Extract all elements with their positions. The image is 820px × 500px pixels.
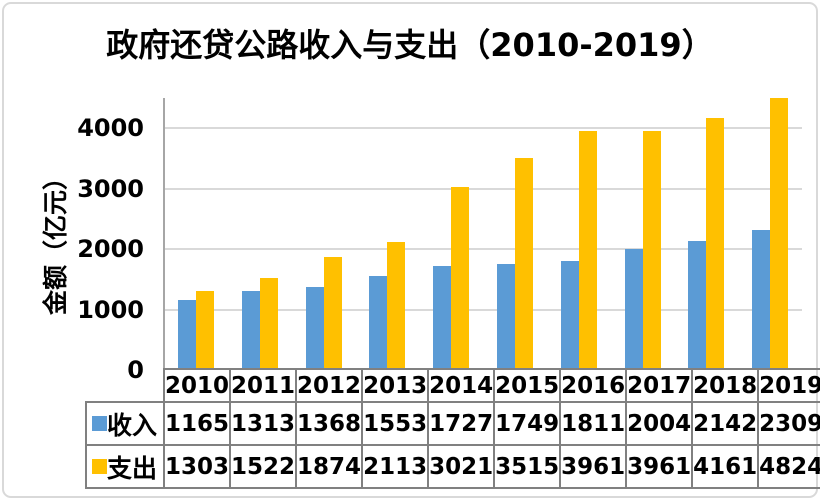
gridline-4000 [164,127,802,130]
bar-income-2014 [433,265,452,370]
bar-expense-2012 [323,256,342,370]
y-tick-label-0: 0 [127,356,144,384]
bar-expense-2010 [195,291,214,370]
y-tick-label-1000: 1000 [77,295,144,324]
legend-cell-expense: 支出 [84,444,166,489]
value-cell-income-2014: 1727 [427,401,496,446]
plot-area: 0 1000 2000 3000 4000 [4,4,816,496]
value-cell-income-2010: 1165 [163,401,232,446]
bar-income-2015 [496,264,515,370]
bar-expense-2015 [514,157,533,370]
gridline-1000 [164,308,802,311]
value-cell-expense-2019: 4824 [757,444,820,489]
value-cell-income-2012: 1368 [295,401,364,446]
value-cell-income-2013: 1553 [361,401,430,446]
value-cell-income-2017: 2004 [625,401,694,446]
year-cell-2016: 2016 [559,368,628,403]
year-cell-2015: 2015 [493,368,562,403]
legend-income: 收入 [92,406,157,442]
value-cell-expense-2011: 1522 [229,444,298,489]
year-cell-2010: 2010 [163,368,232,403]
value-cell-expense-2017: 3961 [625,444,694,489]
bar-income-2017 [624,248,643,370]
expense-legend-label: 支出 [107,453,158,483]
value-cell-expense-2015: 3515 [493,444,562,489]
bar-income-2016 [560,260,579,370]
expense-legend-swatch-icon [92,459,107,474]
table-corner-blank [86,369,164,402]
year-cell-2014: 2014 [427,368,496,403]
bar-income-2012 [305,287,324,370]
bar-income-2018 [688,240,707,370]
value-cell-expense-2018: 4161 [691,444,760,489]
income-legend-swatch-icon [92,416,107,431]
year-cell-2017: 2017 [625,368,694,403]
y-tick-label-4000: 4000 [77,114,144,143]
bar-expense-2017 [642,130,661,370]
income-legend-label: 收入 [107,410,158,440]
legend-expense: 支出 [92,449,157,485]
year-cell-2013: 2013 [361,368,430,403]
table-row-years: 2010 2011 2012 2013 2014 2015 2016 2017 2018 2019 [86,368,820,403]
value-cell-income-2018: 2142 [691,401,760,446]
year-cell-2011: 2011 [229,368,298,403]
legend-cell-income: 收入 [84,401,166,446]
bar-income-2010 [177,299,196,370]
bar-income-2011 [241,290,260,370]
data-table: 2010 2011 2012 2013 2014 2015 2016 2017 2018 2019… [84,368,820,489]
bar-expense-2016 [578,130,597,370]
y-tick-label-3000: 3000 [77,174,144,203]
data-table-wrap: 2010 2011 2012 2013 2014 2015 2016 2017 2018 2019… [84,368,820,489]
bar-expense-2019 [770,98,789,370]
gridline-3000 [164,187,802,190]
value-cell-expense-2016: 3961 [559,444,628,489]
bar-expense-2018 [706,118,725,370]
table-row-expense: 支出 1303 1522 1874 2113 3021 3515 3961 3961 4161 48… [84,444,820,489]
bar-income-2019 [752,230,771,370]
year-cell-2019: 2019 [757,368,820,403]
table-row-income: 收入 1165 1313 1368 1553 1727 1749 1811 2004 2142 23… [84,401,820,446]
y-tick-label-2000: 2000 [77,235,144,264]
value-cell-income-2015: 1749 [493,401,562,446]
bar-expense-2013 [387,242,406,370]
value-cell-expense-2012: 1874 [295,444,364,489]
value-cell-expense-2014: 3021 [427,444,496,489]
bar-expense-2014 [451,187,470,370]
chart-title: 政府还贷公路收入与支出（2010-2019） [106,26,714,64]
bar-expense-2011 [259,278,278,370]
year-cell-2018: 2018 [691,368,760,403]
value-cell-expense-2013: 2113 [361,444,430,489]
value-cell-income-2019: 2309 [757,401,820,446]
value-cell-expense-2010: 1303 [163,444,232,489]
year-cell-2012: 2012 [295,368,364,403]
value-cell-income-2016: 1811 [559,401,628,446]
gridline-2000 [164,248,802,251]
value-cell-income-2011: 1313 [229,401,298,446]
y-axis-line [163,98,165,370]
bar-income-2013 [369,276,388,370]
